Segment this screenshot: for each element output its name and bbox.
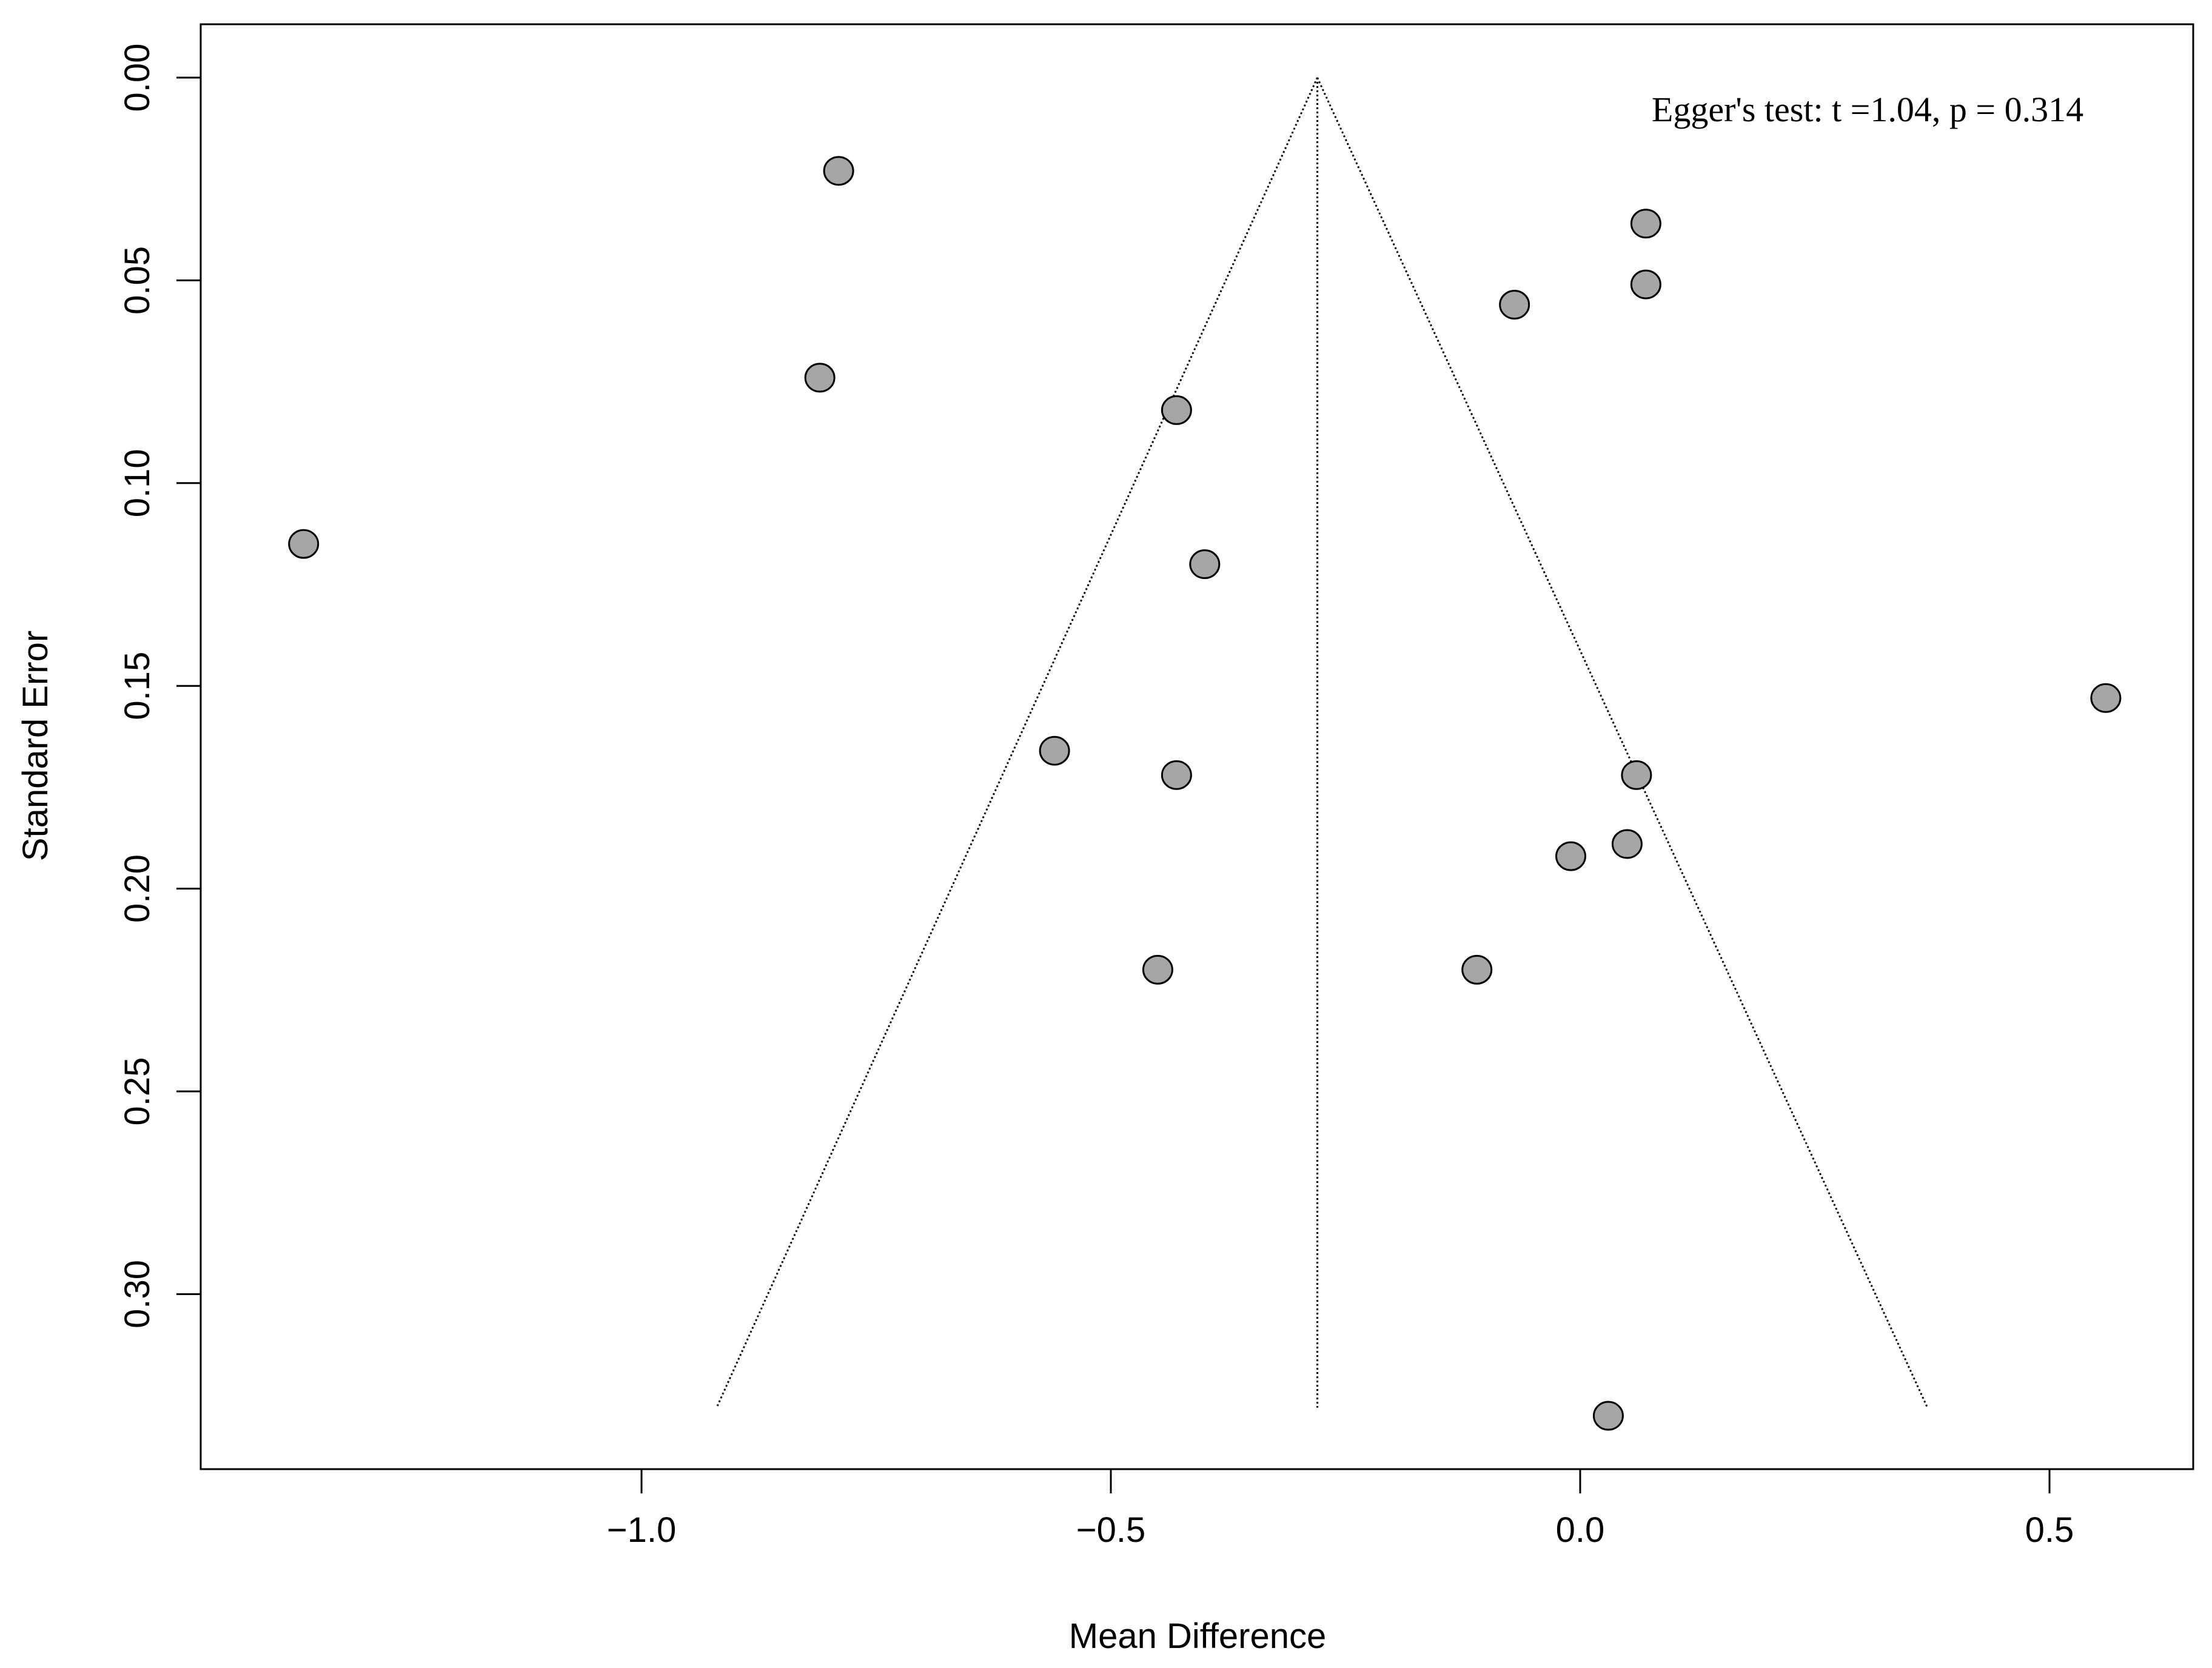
y-tick-label: 0.30 <box>118 1260 157 1328</box>
data-point <box>288 529 320 559</box>
data-point <box>1630 269 1661 300</box>
data-point <box>1555 841 1587 871</box>
data-point <box>1611 829 1643 859</box>
x-tick-label: 0.5 <box>2025 1510 2074 1550</box>
y-tick-label: 0.10 <box>118 449 157 517</box>
data-point <box>1592 1401 1624 1431</box>
y-tick-label: 0.15 <box>118 652 157 720</box>
funnel-right-line <box>1316 77 1929 1408</box>
data-point <box>1461 954 1493 985</box>
data-point <box>1161 395 1192 425</box>
x-tick-label: 0.0 <box>1556 1510 1605 1550</box>
x-tick-label: −0.5 <box>1076 1510 1146 1550</box>
funnel-layer <box>716 77 1929 1408</box>
data-point <box>823 156 854 186</box>
data-point <box>1189 549 1221 580</box>
y-tick-label: 0.05 <box>118 246 157 315</box>
data-point <box>1039 735 1070 766</box>
data-point <box>1621 760 1652 790</box>
data-point <box>804 363 836 393</box>
data-point <box>1142 954 1173 985</box>
x-axis: −1.0 −0.5 0.0 0.5 <box>607 1468 2074 1550</box>
data-point <box>1161 760 1192 790</box>
funnel-left-line <box>716 77 1318 1408</box>
data-point <box>1630 209 1661 239</box>
y-axis: 0.00 0.05 0.10 0.15 0.20 0.25 0.30 <box>118 44 202 1328</box>
y-tick-label: 0.00 <box>118 44 157 112</box>
x-axis-label: Mean Difference <box>1069 1616 1327 1656</box>
y-axis-label: Standard Error <box>16 631 55 861</box>
points-layer <box>288 156 2122 1431</box>
y-tick-label: 0.25 <box>118 1057 157 1126</box>
x-tick-label: −1.0 <box>607 1510 677 1550</box>
y-tick-label: 0.20 <box>118 854 157 923</box>
data-point <box>2090 683 2122 713</box>
data-point <box>1499 290 1530 320</box>
eggers-test-annotation: Egger's test: t =1.04, p = 0.314 <box>1652 90 2083 129</box>
